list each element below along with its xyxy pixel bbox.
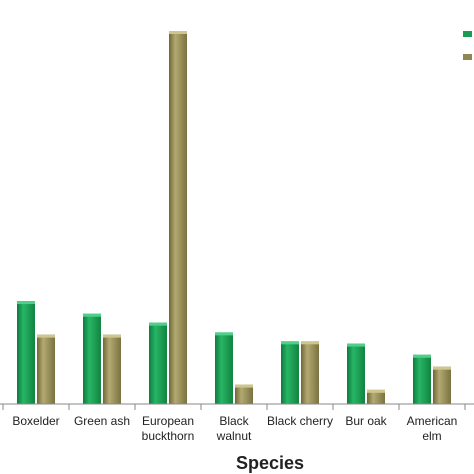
x-tick-labels: eBoxelderGreen ashEuropeanbuckthornBlack… (12, 414, 458, 443)
bar-series-2 (433, 366, 451, 404)
bar-cap (301, 341, 319, 345)
x-axis-title: Species (236, 453, 304, 473)
bar-cap (235, 384, 253, 388)
bar-cap (413, 354, 431, 358)
bar-cap (281, 341, 299, 345)
bar-cap (149, 322, 167, 326)
bar-cap (367, 389, 385, 393)
bar-cap (103, 334, 121, 338)
bar-cap (169, 31, 187, 34)
bar-series-1 (83, 313, 101, 404)
bar-cap (83, 313, 101, 317)
bar-cap (17, 301, 35, 305)
bar-cap (215, 332, 233, 336)
x-tick-label: American elm (407, 414, 458, 443)
bar-series-1 (149, 322, 167, 404)
bar-cap (433, 366, 451, 370)
bar-series-2 (367, 389, 385, 404)
bar-series-2 (301, 341, 319, 404)
x-tick-label: Bur oak (345, 414, 387, 428)
x-tick-label: Green ash (74, 414, 130, 428)
bar-series-2 (169, 31, 187, 404)
bar-series-1 (17, 301, 35, 404)
x-tick-label: Black walnut (216, 414, 252, 443)
bar-series-1 (347, 343, 365, 404)
x-tick-label: Boxelder (12, 414, 59, 428)
bar-cap (37, 334, 55, 338)
bar-series-1 (281, 341, 299, 404)
bar-series-2 (103, 334, 121, 404)
bar-series-1 (413, 354, 431, 404)
x-ticks (2, 404, 466, 410)
x-tick-label: Black cherry (267, 414, 333, 428)
bars-layer (17, 31, 451, 404)
bar-series-1 (215, 332, 233, 404)
x-tick-label: European buckthorn (142, 414, 195, 443)
legend-swatch-1 (463, 31, 472, 37)
legend (463, 31, 472, 60)
bar-series-2 (235, 384, 253, 404)
bar-series-2 (37, 334, 55, 404)
bar-cap (347, 343, 365, 347)
legend-swatch-2 (463, 54, 472, 60)
